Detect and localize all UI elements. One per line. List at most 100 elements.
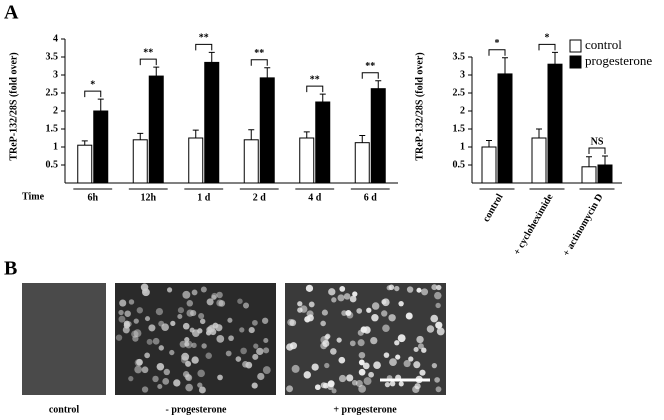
cell-nucleus [140,283,149,292]
error-bar [586,156,592,167]
significance-bracket [139,58,157,66]
cell-nucleus [363,377,372,386]
cell-nucleus [389,380,396,387]
cell-nucleus [252,353,259,360]
cell-nucleus [261,317,269,324]
cell-nucleus [177,314,183,320]
bar [148,75,164,184]
cell-nucleus [228,335,234,342]
cell-nucleus [185,383,193,392]
y-tick-label: 1.5 [46,123,59,134]
y-tick-label: 1 [53,141,58,152]
cell-nucleus [158,345,164,351]
cell-nucleus [124,310,131,317]
caption: + progesterone [333,404,397,415]
cell-nucleus [346,311,354,319]
cell-nucleus [170,320,176,327]
cell-nucleus [185,360,192,367]
cell-nucleus [252,319,258,326]
cell-nucleus [118,309,124,316]
bar [354,142,370,184]
error-bar [303,131,310,138]
significance-bracket [588,147,606,154]
cell-nucleus [426,325,435,333]
cell-nucleus [368,371,374,378]
y-tick-label: 3 [53,69,58,80]
significance-bracket [195,43,213,51]
cell-nucleus [216,335,225,343]
x-tick-label: 6h [87,192,98,203]
panel-label: A [4,2,19,24]
cell-nucleus [349,295,357,303]
cell-nucleus [133,318,139,324]
cell-nucleus [225,350,232,357]
cell-nucleus [205,330,212,336]
y-tick-label: 3.5 [453,51,466,62]
significance-label: ** [199,33,209,44]
x-tick-label: 4 d [308,192,322,203]
cell-nucleus [331,297,337,303]
bar [188,137,204,184]
bar [77,144,93,184]
cell-nucleus [133,329,142,338]
cell-nucleus [136,307,143,314]
bar [93,110,109,184]
cell-nucleus [155,308,164,316]
error-bar [264,67,271,78]
cell-nucleus [180,356,189,364]
bar [597,164,613,184]
cell-nucleus [436,284,442,291]
y-tick-label: 2 [460,105,465,116]
cell-nucleus [251,382,258,389]
cell-nucleus [417,343,424,350]
cell-nucleus [156,362,165,371]
bar [481,146,497,184]
significance-label: ** [310,74,320,85]
cell-nucleus [381,299,387,305]
cell-nucleus [434,291,442,300]
cell-nucleus [343,293,351,300]
cell-nucleus [416,335,424,344]
error-bar [153,66,160,77]
y-tick-label: 2.5 [46,87,59,98]
cell-nucleus [336,337,342,343]
y-tick-label: 2.5 [453,87,466,98]
cell-nucleus [314,384,321,391]
cell-nucleus [184,337,190,343]
significance-label: ** [254,48,264,59]
cell-nucleus [349,340,356,347]
cell-nucleus [169,349,175,356]
cell-nucleus [414,383,421,390]
cell-nucleus [191,356,199,364]
cell-nucleus [338,374,347,383]
cell-nucleus [216,299,224,307]
cell-nucleus [192,329,200,337]
legend-swatch [569,55,582,69]
cell-nucleus [357,339,365,347]
significance-label: NS [591,136,604,147]
cell-nucleus [161,323,169,332]
bar [547,63,563,184]
x-tick-label: 1 d [197,192,211,203]
cell-nucleus [360,326,367,333]
cell-nucleus [297,307,303,313]
cell-nucleus [421,347,427,353]
significance-label: ** [143,47,153,58]
cell-nucleus [321,309,328,316]
cell-nucleus [141,386,149,393]
error-bar [486,140,492,147]
legend-label: control [585,37,622,52]
cell-nucleus [263,337,269,344]
cell-nucleus [356,308,363,314]
cell-nucleus [182,322,190,330]
legend-label: progesterone [585,53,652,68]
cell-nucleus [243,302,250,309]
bar [259,77,275,184]
cell-nucleus [256,347,264,356]
cell-nucleus [240,347,247,355]
cell-nucleus [146,338,153,345]
cell-nucleus [339,286,346,292]
bar [132,139,148,184]
cell-nucleus [405,312,413,320]
cell-nucleus [341,310,347,316]
